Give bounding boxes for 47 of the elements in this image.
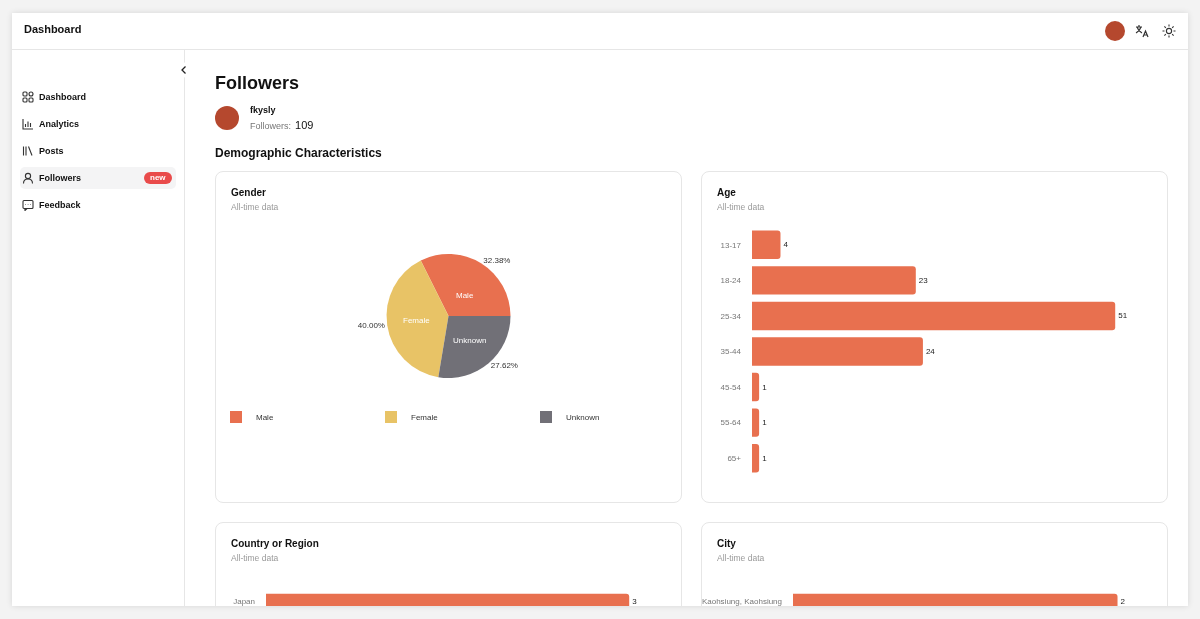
slice-label: Female (403, 316, 431, 325)
data-label: 24 (925, 347, 936, 356)
text: Followers: (250, 121, 292, 131)
y-tick-label: Japan (233, 596, 255, 606)
text: new (144, 172, 172, 184)
chart-subtitle: All-time data (231, 553, 279, 563)
text: Posts (39, 145, 64, 158)
y-tick-label: 65+ (727, 454, 742, 464)
y-tick-label: 35-44 (720, 347, 742, 357)
data-label: 4 (783, 240, 789, 250)
chart-title: Gender (231, 187, 267, 198)
text: 109 (295, 119, 314, 131)
text: Followers (215, 73, 300, 94)
text: Followers (39, 172, 82, 185)
y-tick-label: Kaohsiung, Kaohsiung (701, 596, 782, 606)
y-tick-label: 25-34 (720, 311, 742, 321)
y-tick-label: 45-54 (720, 382, 742, 392)
data-label: 27.62% (490, 361, 518, 371)
chart-subtitle: All-time data (231, 202, 279, 212)
chart-title: Age (717, 187, 736, 198)
chart-subtitle: All-time data (717, 553, 765, 563)
data-label: 32.38% (483, 255, 511, 265)
data-label: 1 (762, 382, 768, 392)
text: Analytics (39, 118, 80, 131)
data-label: 1 (762, 453, 768, 463)
legend-label: Unknown (566, 413, 600, 423)
chart-subtitle: All-time data (717, 202, 765, 212)
data-label: 3 (632, 596, 638, 606)
slice-label: Unknown (453, 336, 487, 345)
data-label: 40.00% (357, 320, 385, 330)
y-tick-label: 55-64 (720, 418, 742, 428)
text: Feedback (39, 199, 81, 212)
text: Demographic Characteristics (215, 146, 382, 160)
slice-label: Male (456, 291, 474, 300)
data-label: 23 (918, 275, 929, 285)
data-label: 2 (1120, 596, 1126, 606)
text: fkysly (250, 105, 276, 115)
legend-label: Female (411, 413, 439, 423)
chart-title: City (717, 538, 736, 549)
legend-label: Male (256, 413, 274, 423)
y-tick-label: 13-17 (720, 240, 742, 250)
data-label: 1 (762, 418, 768, 428)
text: Dashboard (24, 23, 82, 35)
chart-title: Country or Region (231, 538, 319, 549)
text: Dashboard (39, 91, 87, 104)
data-label: 51 (1118, 311, 1128, 321)
y-tick-label: 18-24 (720, 276, 742, 286)
